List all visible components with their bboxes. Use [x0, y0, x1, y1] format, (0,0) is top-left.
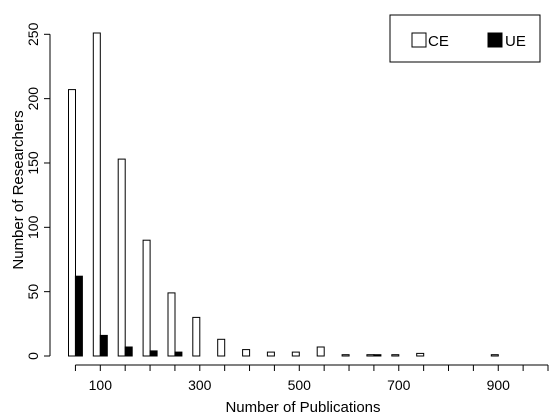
- bar-ce-600: [341, 354, 350, 357]
- y-axis-label: Number of Researchers: [10, 110, 27, 269]
- x-tick-label-100: 100: [89, 377, 113, 393]
- x-tick-label-700: 700: [387, 377, 411, 393]
- x-axis: 100 300 500 700 900: [74, 364, 549, 393]
- bar-ce-650: [366, 354, 375, 357]
- bar-ce-400: [242, 349, 251, 357]
- bar-ce-150: [117, 158, 126, 357]
- x-tick-label-900: 900: [487, 377, 511, 393]
- bars-group: [68, 32, 499, 357]
- y-tick-label-250: 250: [25, 22, 41, 46]
- x-tick-label-300: 300: [188, 377, 212, 393]
- legend-label-ce: CE: [428, 33, 449, 50]
- bar-ce-200: [142, 239, 151, 357]
- bar-ce-900: [490, 354, 499, 357]
- bar-ue-250: [174, 351, 183, 357]
- bar-ce-300: [192, 316, 201, 357]
- y-tick-label-100: 100: [25, 215, 41, 239]
- y-tick-label-200: 200: [25, 87, 41, 111]
- bar-ce-550: [316, 346, 325, 357]
- legend-swatch-ce: [411, 32, 427, 48]
- legend: CE UE: [389, 14, 541, 63]
- bar-ue-150: [124, 346, 133, 357]
- legend-swatch-ue: [487, 32, 503, 48]
- y-axis: 0 50 100 150 200 250: [25, 22, 51, 360]
- bar-ue-100: [99, 334, 108, 357]
- bar-ce-350: [217, 338, 226, 357]
- bar-ce-500: [291, 351, 300, 357]
- bar-ue-200: [149, 350, 158, 357]
- bar-ce-750: [416, 352, 425, 357]
- bar-ue-650: [373, 354, 382, 357]
- x-tick-label-500: 500: [288, 377, 312, 393]
- bar-ce-50: [68, 89, 76, 357]
- bar-ce-450: [266, 351, 275, 357]
- y-tick-label-50: 50: [25, 284, 41, 300]
- y-tick-label-0: 0: [25, 352, 41, 360]
- legend-label-ue: UE: [505, 33, 526, 50]
- bar-ce-100: [92, 32, 101, 357]
- x-axis-label: Number of Publications: [225, 399, 380, 416]
- y-tick-label-150: 150: [25, 151, 41, 175]
- bar-ce-250: [167, 292, 176, 357]
- bar-ce-700: [391, 354, 400, 357]
- bar-ue-50: [74, 275, 83, 357]
